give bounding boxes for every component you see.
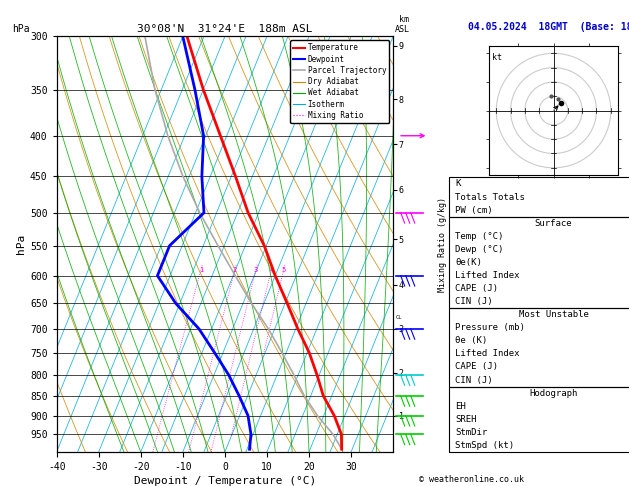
Text: K: K xyxy=(455,179,460,189)
Text: Totals Totals: Totals Totals xyxy=(455,192,525,202)
Text: PW (cm): PW (cm) xyxy=(455,206,493,215)
Text: hPa: hPa xyxy=(13,24,30,34)
Text: Temp (°C): Temp (°C) xyxy=(455,232,504,241)
Text: 4: 4 xyxy=(269,267,274,273)
Y-axis label: Mixing Ratio (g/kg): Mixing Ratio (g/kg) xyxy=(438,197,447,292)
Text: Lifted Index: Lifted Index xyxy=(455,271,520,280)
Title: 30°08'N  31°24'E  188m ASL: 30°08'N 31°24'E 188m ASL xyxy=(137,24,313,35)
Text: km
ASL: km ASL xyxy=(394,15,409,34)
Text: Pressure (mb): Pressure (mb) xyxy=(455,323,525,332)
Text: CIN (J): CIN (J) xyxy=(455,376,493,384)
Legend: Temperature, Dewpoint, Parcel Trajectory, Dry Adiabat, Wet Adiabat, Isotherm, Mi: Temperature, Dewpoint, Parcel Trajectory… xyxy=(290,40,389,123)
Text: EH: EH xyxy=(455,402,466,411)
Text: CAPE (J): CAPE (J) xyxy=(455,284,498,293)
Text: Lifted Index: Lifted Index xyxy=(455,349,520,358)
Text: CIN (J): CIN (J) xyxy=(455,297,493,306)
Text: 04.05.2024  18GMT  (Base: 18): 04.05.2024 18GMT (Base: 18) xyxy=(469,21,629,32)
Text: 3: 3 xyxy=(253,267,258,273)
Text: 1: 1 xyxy=(199,267,203,273)
Text: Surface: Surface xyxy=(535,219,572,227)
Text: θe (K): θe (K) xyxy=(455,336,487,346)
Text: StmSpd (kt): StmSpd (kt) xyxy=(455,441,515,450)
Y-axis label: hPa: hPa xyxy=(16,234,26,254)
Text: Dewp (°C): Dewp (°C) xyxy=(455,245,504,254)
Text: kt: kt xyxy=(492,53,502,62)
Text: 5: 5 xyxy=(282,267,286,273)
Text: CL: CL xyxy=(396,315,402,320)
Text: CAPE (J): CAPE (J) xyxy=(455,363,498,371)
Text: © weatheronline.co.uk: © weatheronline.co.uk xyxy=(420,474,524,484)
Text: SREH: SREH xyxy=(455,415,477,424)
X-axis label: Dewpoint / Temperature (°C): Dewpoint / Temperature (°C) xyxy=(134,476,316,486)
Text: StmDir: StmDir xyxy=(455,428,487,437)
Text: θe(K): θe(K) xyxy=(455,258,482,267)
Text: Most Unstable: Most Unstable xyxy=(518,310,589,319)
Text: Hodograph: Hodograph xyxy=(530,389,577,398)
Text: 2: 2 xyxy=(233,267,237,273)
